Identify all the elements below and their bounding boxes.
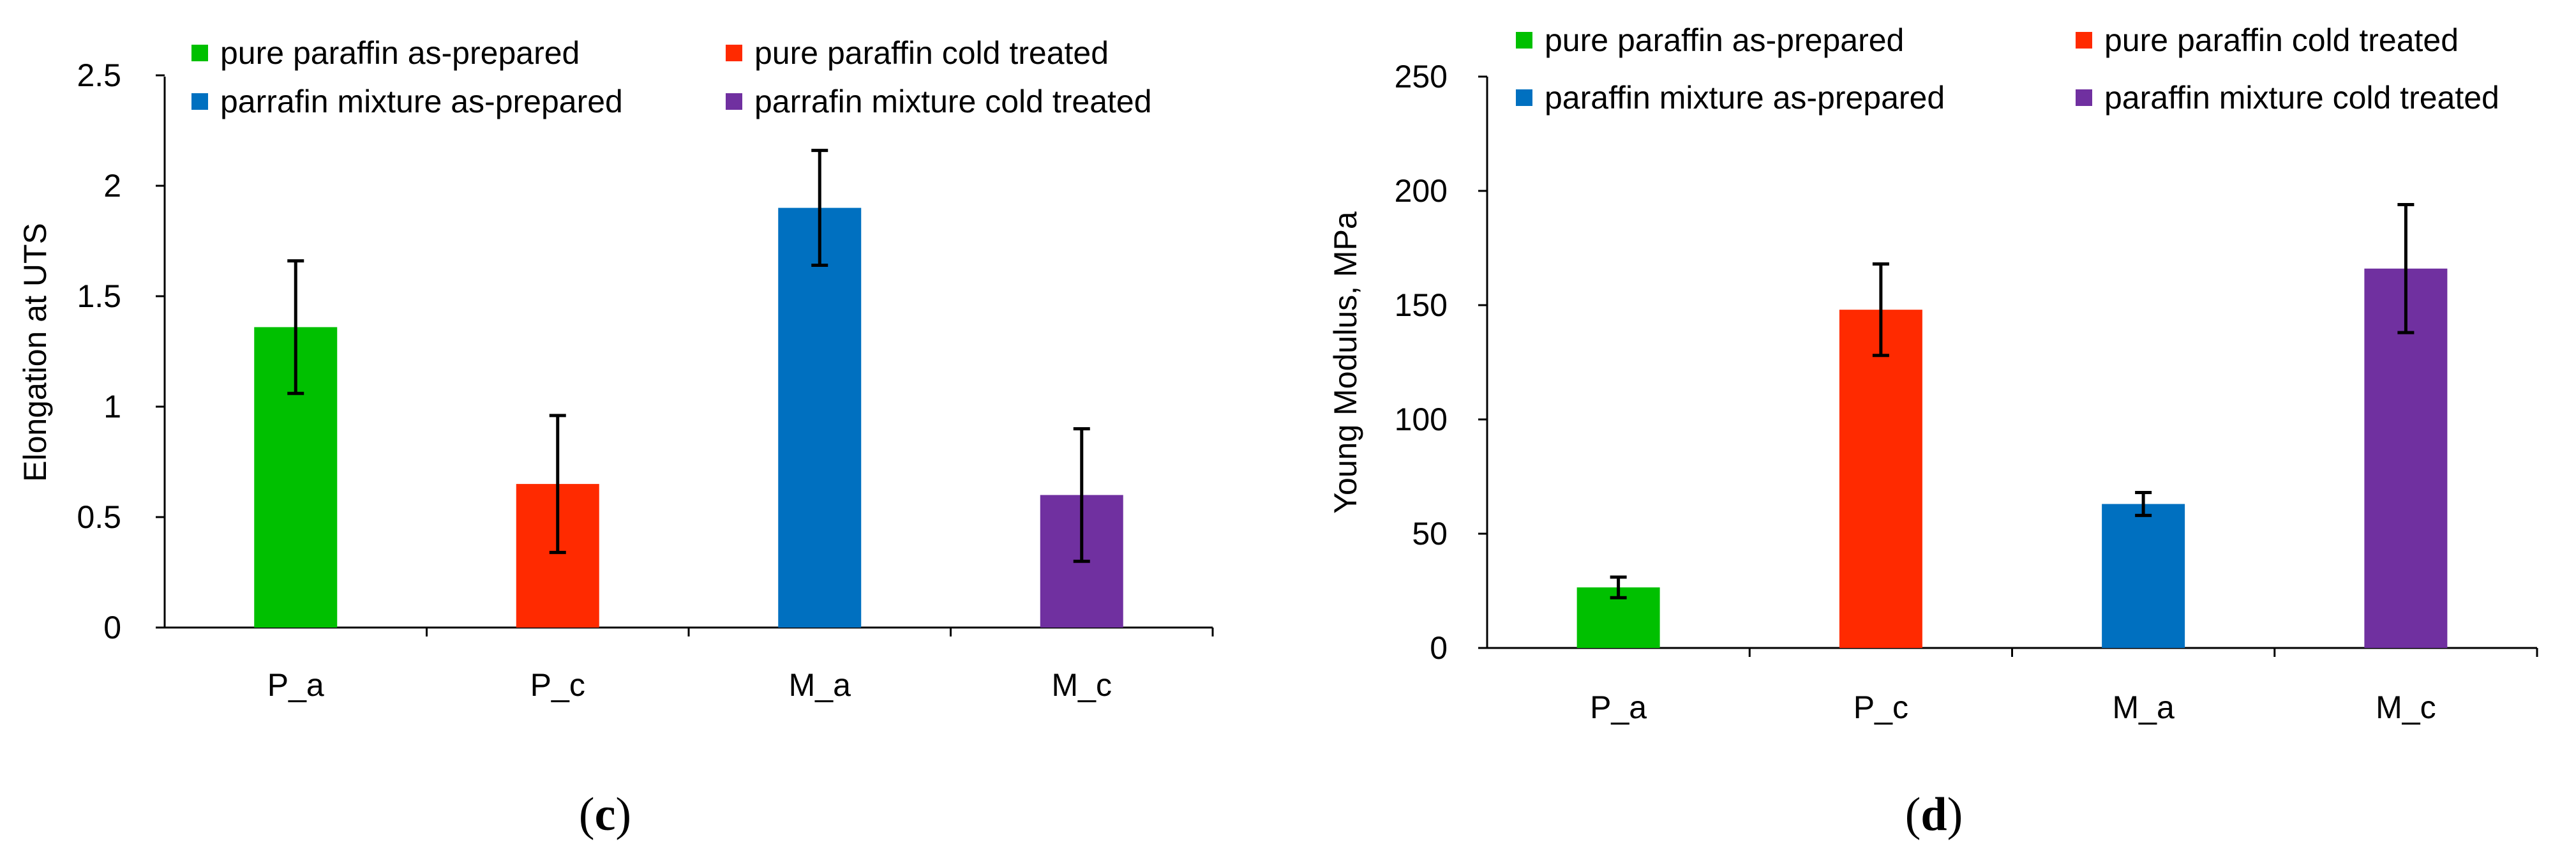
- y-tick-label: 50: [1412, 516, 1448, 552]
- y-tick-label: 2: [103, 168, 121, 204]
- y-tick-label: 100: [1395, 402, 1448, 437]
- chart-young-modulus: 0 50 100 150 200 250 P_a P_c M_a M_c Young Modul…: [1328, 22, 2538, 841]
- panel-label-c: (c): [579, 788, 631, 841]
- legend-label: pure paraffin cold treated: [754, 35, 1109, 71]
- x-tick-label: P_a: [267, 667, 324, 703]
- legend-item: paraffin mixture as-prepared: [1516, 80, 1945, 116]
- panel-label-d: (d): [1905, 788, 1963, 841]
- y-tick-label: 150: [1395, 287, 1448, 323]
- bar-m-a: [2102, 504, 2185, 648]
- legend-label: paraffin mixture as-prepared: [1545, 80, 1945, 116]
- bar-m-a: [778, 207, 862, 628]
- legend-label: pure paraffin cold treated: [2104, 22, 2459, 58]
- legend-label: pure paraffin as-prepared: [1545, 22, 1904, 58]
- legend-swatch-red: [2076, 32, 2092, 49]
- legend-swatch-red: [726, 45, 742, 61]
- legend-item: pure paraffin cold treated: [2076, 22, 2459, 58]
- legend: pure paraffin as-prepared pure paraffin …: [1516, 22, 2499, 116]
- legend-swatch-green: [191, 45, 208, 61]
- legend-label: pure paraffin as-prepared: [220, 35, 580, 71]
- legend-swatch-blue: [1516, 89, 1532, 106]
- legend-item: parrafin mixture cold treated: [726, 84, 1152, 119]
- legend-item: pure paraffin as-prepared: [1516, 22, 1904, 58]
- y-tick-label: 1: [103, 389, 121, 425]
- x-tick-label: M_a: [2112, 689, 2174, 725]
- legend-label: parrafin mixture cold treated: [754, 84, 1152, 119]
- chart-elongation: 0 0.5 1 1.5 2 2.5 P_a P_c M_a M_c Elongation at …: [17, 35, 1214, 841]
- legend-swatch-blue: [191, 93, 208, 110]
- legend-item: parrafin mixture as-prepared: [191, 84, 623, 119]
- x-tick-label: M_a: [789, 667, 851, 703]
- y-tick-label: 0: [1430, 630, 1448, 666]
- y-axis-label: Young Modulus, MPa: [1328, 211, 1363, 514]
- x-tick-label: M_c: [1052, 667, 1112, 703]
- legend-swatch-purple: [726, 93, 742, 110]
- legend-swatch-green: [1516, 32, 1532, 49]
- y-tick-label: 2.5: [77, 57, 121, 93]
- x-tick-label: P_a: [1590, 689, 1647, 725]
- legend-item: pure paraffin as-prepared: [191, 35, 580, 71]
- x-tick-label: P_c: [530, 667, 585, 703]
- y-tick-label: 200: [1395, 173, 1448, 209]
- y-tick-label: 0.5: [77, 499, 121, 535]
- panel-letter: d: [1921, 788, 1947, 841]
- y-tick-label: 0: [103, 610, 121, 645]
- legend-label: parrafin mixture as-prepared: [220, 84, 623, 119]
- bar-p-c: [1839, 310, 1922, 648]
- legend-item: paraffin mixture cold treated: [2076, 80, 2499, 116]
- legend: pure paraffin as-prepared pure paraffin …: [191, 35, 1152, 119]
- y-tick-label: 1.5: [77, 278, 121, 314]
- y-tick-label: 250: [1395, 59, 1448, 94]
- x-tick-label: M_c: [2376, 689, 2436, 725]
- legend-swatch-purple: [2076, 89, 2092, 106]
- y-axis-label: Elongation at UTS: [17, 223, 53, 482]
- panel-letter: c: [595, 788, 616, 841]
- legend-item: pure paraffin cold treated: [726, 35, 1109, 71]
- legend-label: paraffin mixture cold treated: [2104, 80, 2499, 116]
- x-tick-label: P_c: [1853, 689, 1908, 725]
